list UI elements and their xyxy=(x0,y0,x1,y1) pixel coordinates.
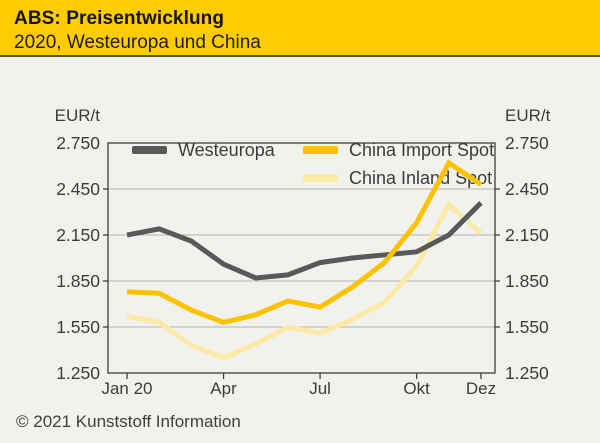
legend-label-china-import-spot: China Import Spot xyxy=(349,139,495,160)
legend-item-china-import-spot: China Import Spot xyxy=(303,140,494,160)
chart-subtitle: 2020, Westeuropa und China xyxy=(14,32,261,53)
legend-item-china-inland-spot: China Inland Spot xyxy=(303,168,492,188)
svg-text:1.850: 1.850 xyxy=(56,271,100,291)
svg-text:1.250: 1.250 xyxy=(56,363,100,383)
svg-text:1.250: 1.250 xyxy=(505,363,549,383)
svg-text:Jul: Jul xyxy=(309,379,331,398)
svg-text:2.750: 2.750 xyxy=(505,133,549,153)
svg-text:Dez: Dez xyxy=(466,379,496,398)
copyright-footer: © 2021 Kunststoff Information xyxy=(16,412,241,431)
svg-text:1.550: 1.550 xyxy=(56,317,100,337)
svg-text:Apr: Apr xyxy=(210,379,237,398)
svg-text:2.750: 2.750 xyxy=(56,133,100,153)
svg-text:2.150: 2.150 xyxy=(56,225,100,245)
chart-title: ABS: Preisentwicklung xyxy=(14,8,225,29)
legend-label-china-inland-spot: China Inland Spot xyxy=(349,167,493,188)
svg-text:2.150: 2.150 xyxy=(505,225,549,245)
chart-legend: Westeuropa China Import Spot China Inlan… xyxy=(0,66,600,188)
svg-text:Jan 20: Jan 20 xyxy=(101,379,152,398)
svg-text:Okt: Okt xyxy=(403,379,430,398)
chart-header: ABS: Preisentwicklung 2020, Westeuropa u… xyxy=(0,0,600,57)
legend-item-westeuropa: Westeuropa xyxy=(132,140,275,160)
y-axis-unit-right: EUR/t xyxy=(505,106,551,125)
y-axis-unit-left: EUR/t xyxy=(54,106,100,125)
legend-label-westeuropa: Westeuropa xyxy=(178,139,275,160)
svg-text:1.850: 1.850 xyxy=(505,271,549,291)
svg-text:2.450: 2.450 xyxy=(56,179,100,199)
westeuropa-line-swatch xyxy=(132,146,167,154)
china-inland-line-swatch xyxy=(303,174,338,182)
china-import-line-swatch xyxy=(303,146,338,154)
svg-text:1.550: 1.550 xyxy=(505,317,549,337)
svg-text:2.450: 2.450 xyxy=(505,179,549,199)
